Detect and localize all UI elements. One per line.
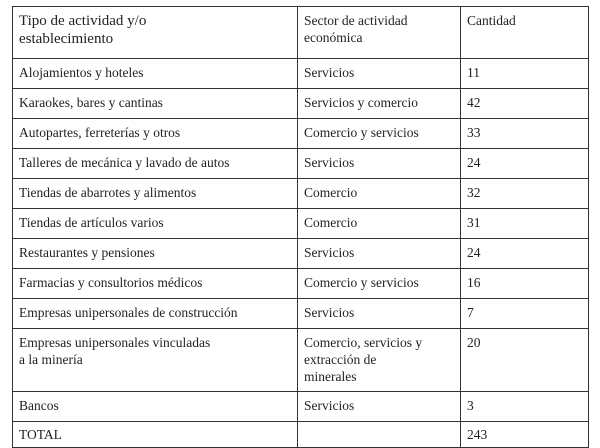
activity-cell: Alojamientos y hoteles: [12, 58, 298, 89]
table-row: Karaokes, bares y cantinas Servicios y co…: [12, 88, 589, 119]
header-sector: Sector de actividad económica: [297, 6, 461, 59]
activity-cell: Empresas unipersonales vinculadas a la m…: [12, 328, 298, 392]
table-row: Tiendas de artículos varios Comercio 31: [12, 208, 589, 239]
quantity-cell: 3: [460, 391, 589, 422]
sector-cell: Servicios: [297, 298, 461, 329]
sector-cell: Servicios: [297, 58, 461, 89]
activity-cell: Bancos: [12, 391, 298, 422]
activity-cell: Karaokes, bares y cantinas: [12, 88, 298, 119]
activity-cell: Restaurantes y pensiones: [12, 238, 298, 269]
total-row: TOTAL 243: [12, 421, 589, 448]
activity-cell: Talleres de mecánica y lavado de autos: [12, 148, 298, 179]
table-row: Tiendas de abarrotes y alimentos Comercio…: [12, 178, 589, 209]
activity-cell: Farmacias y consultorios médicos: [12, 268, 298, 299]
activity-table: Tipo de actividad y/o establecimiento Se…: [12, 6, 589, 448]
sector-cell: Servicios: [297, 238, 461, 269]
sector-cell: Servicios: [297, 391, 461, 422]
quantity-cell: 16: [460, 268, 589, 299]
quantity-cell: 32: [460, 178, 589, 209]
total-sector: [297, 421, 461, 448]
quantity-cell: 11: [460, 58, 589, 89]
quantity-cell: 7: [460, 298, 589, 329]
total-label: TOTAL: [12, 421, 298, 448]
header-activity-type: Tipo de actividad y/o establecimiento: [12, 6, 298, 59]
quantity-cell: 42: [460, 88, 589, 119]
table-row: Empresas unipersonales de construcción Se…: [12, 298, 589, 329]
quantity-cell: 33: [460, 118, 589, 149]
table-row: Autopartes, ferreterías y otros Comercio …: [12, 118, 589, 149]
header-row: Tipo de actividad y/o establecimiento Se…: [12, 6, 589, 59]
sector-cell: Servicios: [297, 148, 461, 179]
sector-cell: Comercio y servicios: [297, 268, 461, 299]
activity-cell: Autopartes, ferreterías y otros: [12, 118, 298, 149]
sector-cell: Comercio y servicios: [297, 118, 461, 149]
quantity-cell: 31: [460, 208, 589, 239]
sector-cell: Servicios y comercio: [297, 88, 461, 119]
sector-cell: Comercio: [297, 208, 461, 239]
table-row: Empresas unipersonales vinculadas a la m…: [12, 328, 589, 392]
quantity-cell: 20: [460, 328, 589, 392]
activity-cell: Tiendas de artículos varios: [12, 208, 298, 239]
header-quantity: Cantidad: [460, 6, 589, 59]
table-row: Alojamientos y hoteles Servicios 11: [12, 58, 589, 89]
quantity-cell: 24: [460, 148, 589, 179]
table-row: Farmacias y consultorios médicos Comercio…: [12, 268, 589, 299]
activity-cell: Empresas unipersonales de construcción: [12, 298, 298, 329]
total-quantity: 243: [460, 421, 589, 448]
sector-cell: Comercio, servicios y extracción de mine…: [297, 328, 461, 392]
activity-cell: Tiendas de abarrotes y alimentos: [12, 178, 298, 209]
table-row: Restaurantes y pensiones Servicios 24: [12, 238, 589, 269]
sector-cell: Comercio: [297, 178, 461, 209]
quantity-cell: 24: [460, 238, 589, 269]
table-row: Bancos Servicios 3: [12, 391, 589, 422]
table-row: Talleres de mecánica y lavado de autos Se…: [12, 148, 589, 179]
